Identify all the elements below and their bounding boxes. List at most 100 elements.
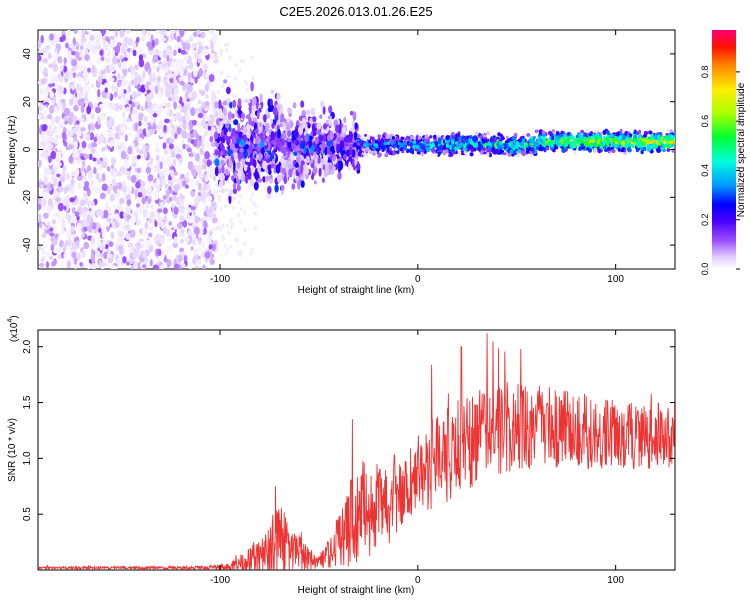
snr-exponent: (x104): [7, 315, 20, 342]
spectrogram-cell: [218, 197, 221, 202]
spectrogram-cell: [228, 82, 232, 87]
spectrogram-cell: [646, 147, 652, 152]
spectrogram-cell: [101, 231, 107, 239]
spectrogram-cell: [487, 145, 492, 150]
spectrogram-cell: [99, 133, 105, 143]
spectrogram-cell: [109, 139, 116, 147]
spectrogram-cell: [666, 138, 670, 142]
spectrogram-cell: [159, 161, 163, 170]
spectrogram-cell: [551, 135, 555, 141]
spectrogram-cell: [121, 79, 127, 88]
spectrogram-cell: [594, 135, 599, 140]
spectrogram-cell: [251, 76, 255, 81]
spectrogram-cell: [248, 116, 252, 126]
spectrogram-cell: [40, 257, 45, 263]
spectrogram-cell: [69, 112, 75, 119]
spectrogram-cell: [458, 136, 462, 141]
spectrogram-cell: [541, 130, 546, 135]
spectrogram-cell: [131, 156, 138, 163]
spectrogram-cell: [545, 147, 550, 151]
spectrogram-cell: [354, 122, 358, 130]
spectrogram-cell: [602, 130, 606, 135]
spectrogram-cell: [125, 224, 131, 231]
spectrogram-cell: [77, 98, 83, 106]
spectrogram-cell: [105, 82, 109, 88]
spectrogram-cell: [243, 149, 248, 159]
spectrogram-cell: [322, 134, 327, 143]
spectrogram-cell: [48, 105, 55, 114]
spectrogram-cell: [203, 182, 208, 191]
spectrogram-cell: [73, 152, 80, 158]
spectrogram-cell: [616, 139, 620, 142]
spectrogram-cell: [174, 132, 178, 140]
spectrogram-cell: [211, 113, 216, 121]
spectrogram-cell: [70, 226, 75, 232]
spectrogram-cell: [236, 237, 239, 242]
spectrogram-cell: [163, 159, 169, 166]
spectrogram-cell: [227, 148, 232, 157]
spectrogram-cell: [624, 131, 628, 136]
spectrogram-cell: [205, 93, 209, 100]
spectrogram-cell: [181, 180, 187, 187]
spectrogram-cell: [169, 109, 173, 117]
spectrogram-cell: [41, 47, 48, 55]
spectrogram-cell: [148, 84, 154, 89]
spectrogram-cell: [509, 149, 514, 155]
spectrogram-cell: [203, 162, 207, 170]
spectrogram-cell: [72, 37, 76, 46]
spectrogram-cell: [204, 251, 211, 259]
spectrogram-cell: [147, 174, 154, 182]
spectrogram-cell: [561, 145, 565, 150]
spectrogram-cell: [223, 149, 228, 156]
spectrogram-cell: [49, 232, 55, 237]
spectrogram-cell: [643, 130, 649, 136]
spectrogram-cell: [166, 55, 170, 62]
spectrogram-cell: [97, 88, 101, 98]
spectrogram-cell: [48, 155, 52, 164]
spectrogram-cell: [179, 80, 185, 86]
spectrogram-cell: [185, 172, 190, 180]
spectrogram-cell: [61, 170, 67, 178]
spectrogram-cell: [551, 129, 555, 133]
spectrogram-cell: [138, 112, 143, 121]
spectrogram-cell: [222, 115, 227, 121]
spectrogram-cell: [117, 73, 121, 80]
spectrogram-cell: [91, 45, 97, 54]
spectrogram-cell: [49, 183, 54, 189]
spectrogram-cell: [189, 152, 194, 158]
spectrogram-cell: [343, 116, 347, 124]
spectrogram-cell: [288, 168, 293, 178]
spectrogram-cell: [119, 248, 123, 255]
spectrogram-cell: [122, 185, 128, 193]
spectrogram-cell: [294, 162, 299, 168]
spectrogram-cell: [300, 180, 305, 188]
colorbar-tick-label: 0.8: [700, 66, 710, 79]
spectrogram-cell: [170, 61, 176, 68]
spectrogram-cell: [242, 125, 247, 135]
spectrogram-cell: [316, 122, 322, 129]
spectrogram-cell: [382, 132, 387, 136]
spectrogram-cell: [154, 85, 159, 94]
spectrogram-cell: [88, 153, 93, 161]
spectrogram-cell: [294, 128, 299, 138]
spectrogram-cell: [215, 111, 219, 118]
spectrogram-cell: [43, 228, 48, 235]
spectrogram-cell: [155, 48, 160, 55]
spectrogram-cell: [659, 141, 664, 145]
spectrogram-cell: [186, 147, 192, 153]
spectrogram-cell: [73, 104, 79, 112]
spectrogram-cell: [217, 194, 221, 198]
spectrogram-cell: [111, 177, 117, 187]
spectrogram-cell: [433, 134, 437, 139]
spectrogram-cell: [299, 164, 304, 174]
spectrogram-cell: [323, 128, 329, 134]
spectrogram-cell: [87, 263, 91, 269]
spectrogram-cell: [231, 175, 235, 181]
spectrogram-cell: [548, 141, 552, 146]
spectrogram-cell: [232, 99, 237, 108]
spectrogram-cell: [63, 116, 69, 121]
spectrogram-cell: [131, 91, 138, 100]
spectrogram-cell: [185, 65, 191, 70]
spectrogram-cell: [109, 39, 113, 48]
